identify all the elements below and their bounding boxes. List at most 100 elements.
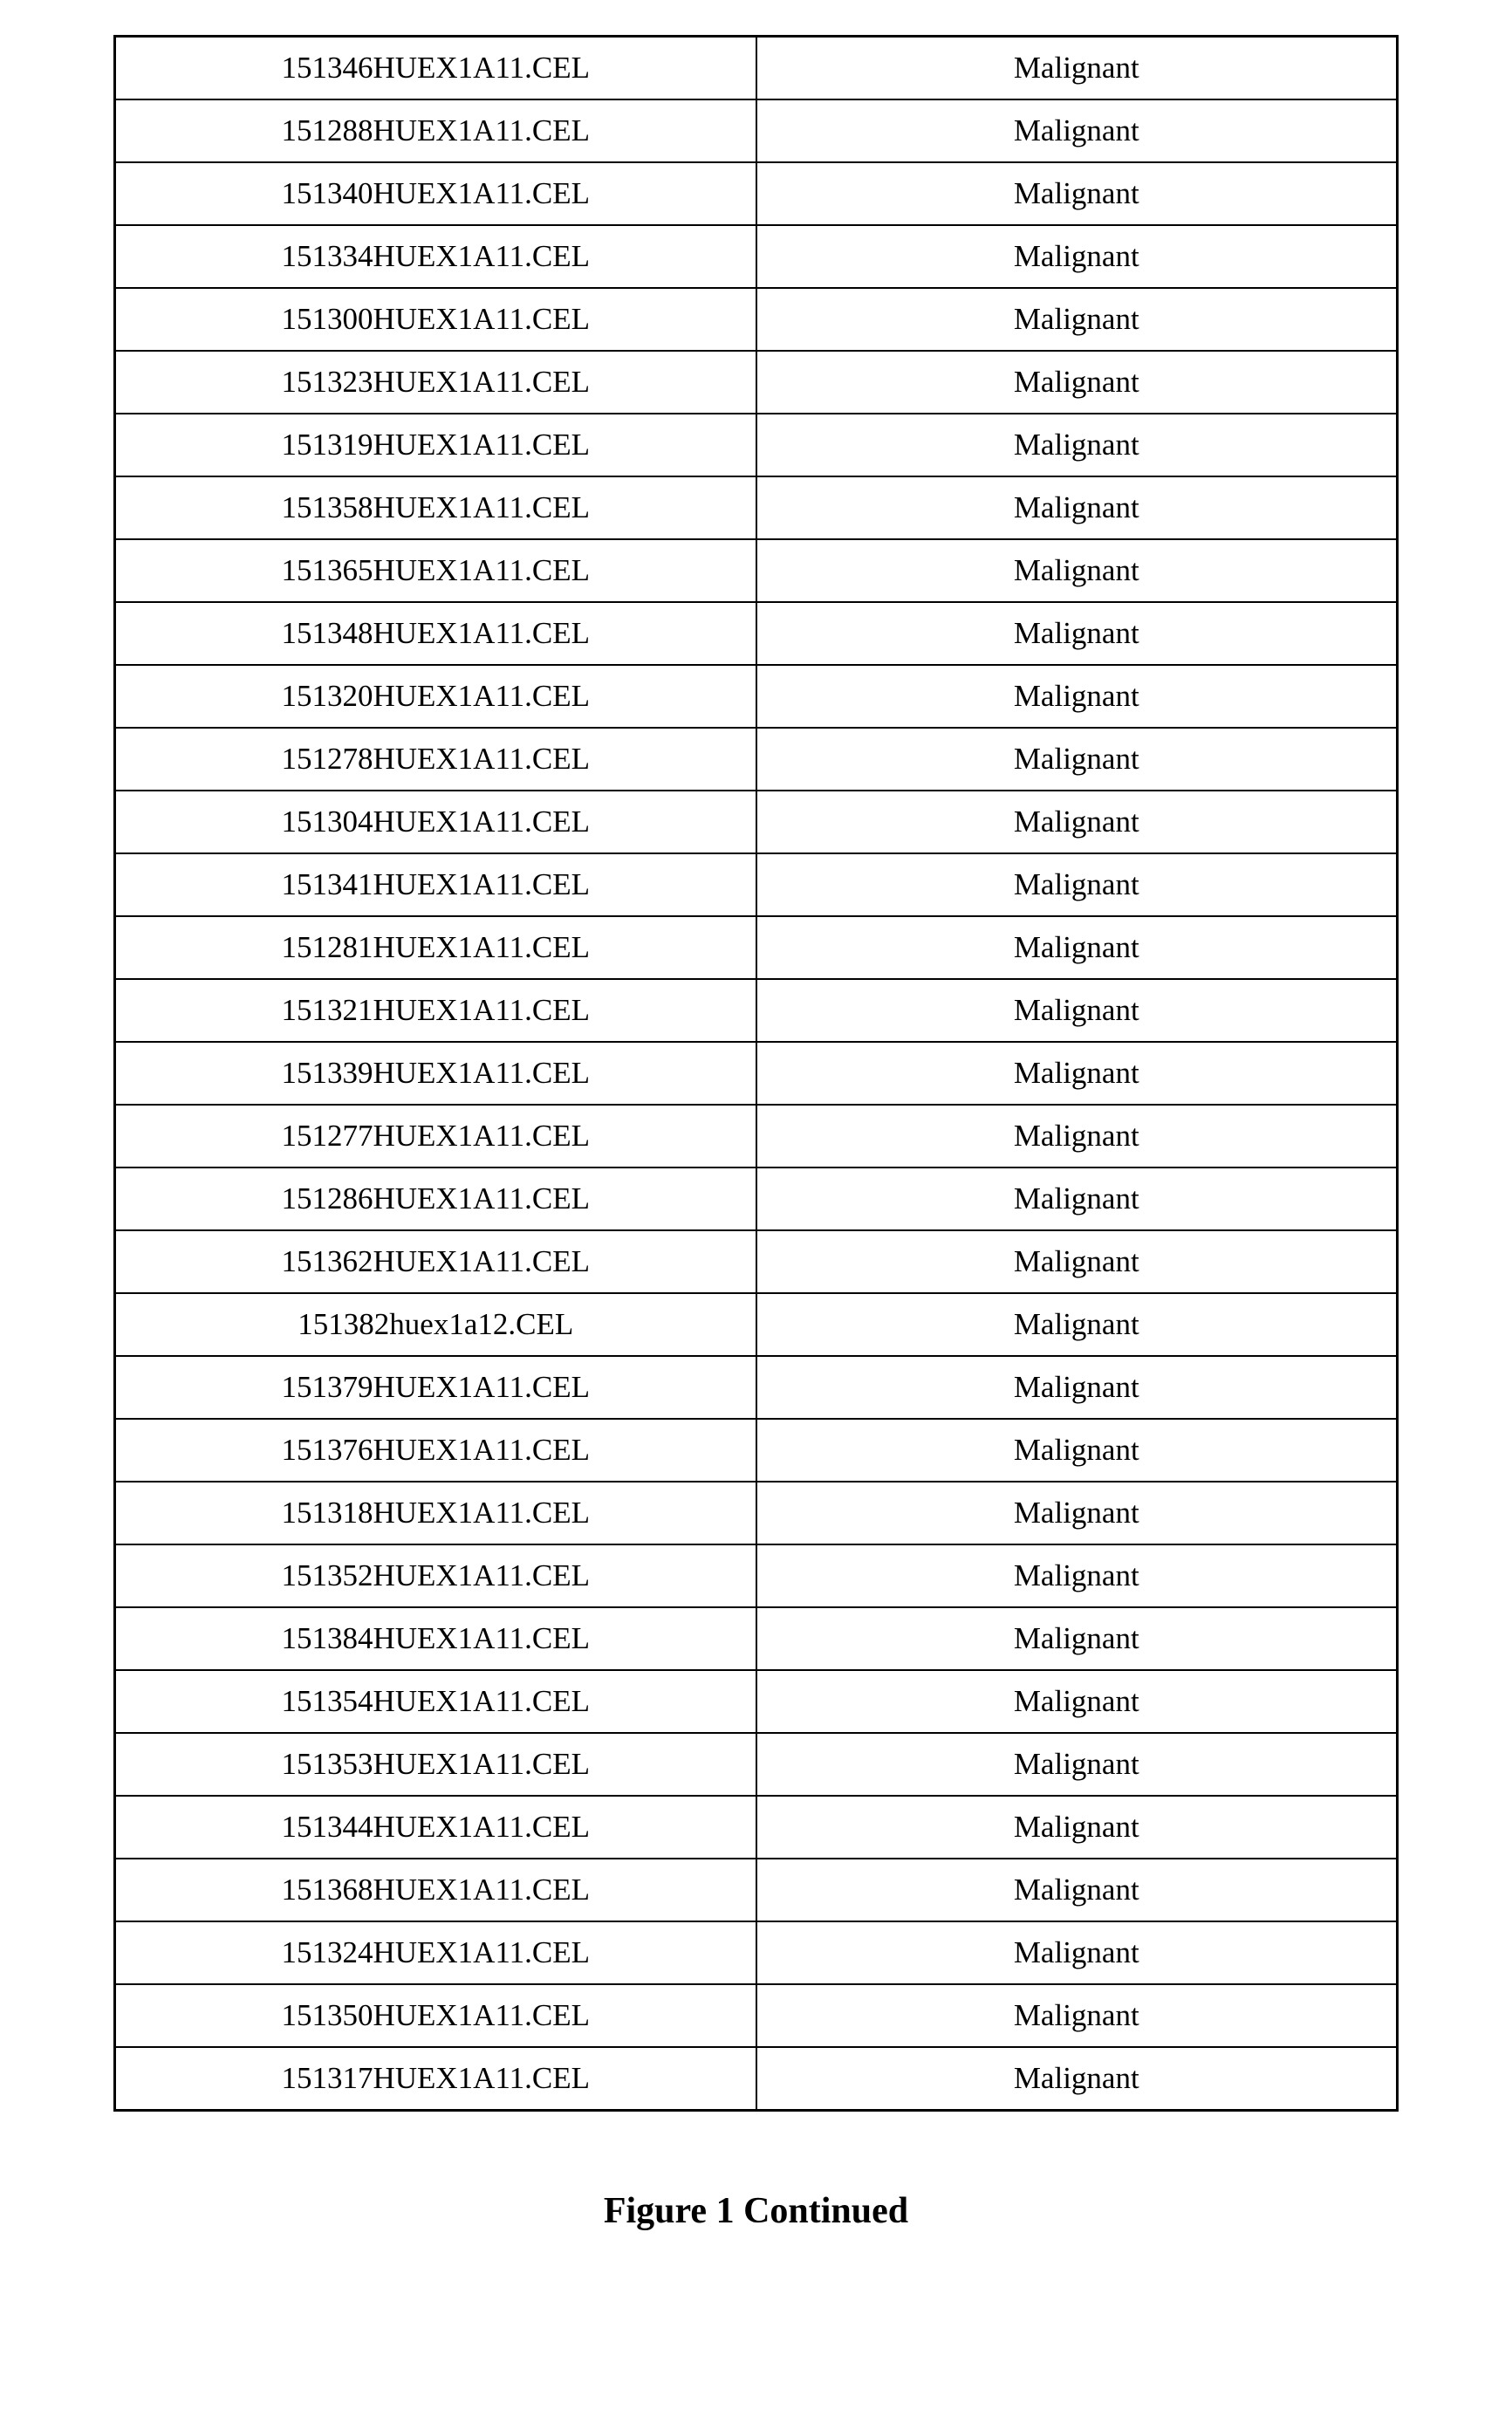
table-row: 151341HUEX1A11.CELMalignant — [115, 853, 1398, 916]
classification-cell: Malignant — [756, 351, 1398, 414]
filename-cell: 151341HUEX1A11.CEL — [115, 853, 756, 916]
table-row: 151317HUEX1A11.CELMalignant — [115, 2047, 1398, 2111]
classification-cell: Malignant — [756, 1544, 1398, 1607]
filename-cell: 151300HUEX1A11.CEL — [115, 288, 756, 351]
table-row: 151344HUEX1A11.CELMalignant — [115, 1796, 1398, 1859]
filename-cell: 151339HUEX1A11.CEL — [115, 1042, 756, 1105]
table-row: 151281HUEX1A11.CELMalignant — [115, 916, 1398, 979]
filename-cell: 151319HUEX1A11.CEL — [115, 414, 756, 476]
classification-cell: Malignant — [756, 665, 1398, 728]
classification-cell: Malignant — [756, 1921, 1398, 1984]
data-table: 151346HUEX1A11.CELMalignant151288HUEX1A1… — [113, 35, 1399, 2112]
filename-cell: 151304HUEX1A11.CEL — [115, 791, 756, 853]
filename-cell: 151365HUEX1A11.CEL — [115, 539, 756, 602]
classification-cell: Malignant — [756, 1356, 1398, 1419]
filename-cell: 151334HUEX1A11.CEL — [115, 225, 756, 288]
filename-cell: 151286HUEX1A11.CEL — [115, 1167, 756, 1230]
page-container: 151346HUEX1A11.CELMalignant151288HUEX1A1… — [0, 0, 1512, 2232]
table-row: 151278HUEX1A11.CELMalignant — [115, 728, 1398, 791]
table-row: 151379HUEX1A11.CELMalignant — [115, 1356, 1398, 1419]
classification-cell: Malignant — [756, 1796, 1398, 1859]
table-row: 151324HUEX1A11.CELMalignant — [115, 1921, 1398, 1984]
classification-cell: Malignant — [756, 2047, 1398, 2111]
classification-cell: Malignant — [756, 728, 1398, 791]
filename-cell: 151288HUEX1A11.CEL — [115, 99, 756, 162]
table-row: 151352HUEX1A11.CELMalignant — [115, 1544, 1398, 1607]
classification-cell: Malignant — [756, 476, 1398, 539]
filename-cell: 151346HUEX1A11.CEL — [115, 37, 756, 100]
classification-cell: Malignant — [756, 791, 1398, 853]
table-row: 151277HUEX1A11.CELMalignant — [115, 1105, 1398, 1167]
filename-cell: 151277HUEX1A11.CEL — [115, 1105, 756, 1167]
table-row: 151368HUEX1A11.CELMalignant — [115, 1859, 1398, 1921]
classification-cell: Malignant — [756, 1105, 1398, 1167]
filename-cell: 151376HUEX1A11.CEL — [115, 1419, 756, 1482]
table-row: 151346HUEX1A11.CELMalignant — [115, 37, 1398, 100]
classification-cell: Malignant — [756, 1733, 1398, 1796]
table-row: 151358HUEX1A11.CELMalignant — [115, 476, 1398, 539]
filename-cell: 151340HUEX1A11.CEL — [115, 162, 756, 225]
filename-cell: 151352HUEX1A11.CEL — [115, 1544, 756, 1607]
filename-cell: 151324HUEX1A11.CEL — [115, 1921, 756, 1984]
filename-cell: 151317HUEX1A11.CEL — [115, 2047, 756, 2111]
classification-cell: Malignant — [756, 99, 1398, 162]
classification-cell: Malignant — [756, 1984, 1398, 2047]
table-row: 151382huex1a12.CELMalignant — [115, 1293, 1398, 1356]
table-row: 151300HUEX1A11.CELMalignant — [115, 288, 1398, 351]
filename-cell: 151323HUEX1A11.CEL — [115, 351, 756, 414]
classification-cell: Malignant — [756, 1419, 1398, 1482]
filename-cell: 151344HUEX1A11.CEL — [115, 1796, 756, 1859]
table-body: 151346HUEX1A11.CELMalignant151288HUEX1A1… — [115, 37, 1398, 2111]
table-row: 151304HUEX1A11.CELMalignant — [115, 791, 1398, 853]
table-row: 151350HUEX1A11.CELMalignant — [115, 1984, 1398, 2047]
classification-cell: Malignant — [756, 288, 1398, 351]
classification-cell: Malignant — [756, 1859, 1398, 1921]
table-row: 151353HUEX1A11.CELMalignant — [115, 1733, 1398, 1796]
filename-cell: 151321HUEX1A11.CEL — [115, 979, 756, 1042]
filename-cell: 151362HUEX1A11.CEL — [115, 1230, 756, 1293]
table-row: 151321HUEX1A11.CELMalignant — [115, 979, 1398, 1042]
filename-cell: 151354HUEX1A11.CEL — [115, 1670, 756, 1733]
table-row: 151340HUEX1A11.CELMalignant — [115, 162, 1398, 225]
filename-cell: 151278HUEX1A11.CEL — [115, 728, 756, 791]
table-row: 151318HUEX1A11.CELMalignant — [115, 1482, 1398, 1544]
filename-cell: 151353HUEX1A11.CEL — [115, 1733, 756, 1796]
classification-cell: Malignant — [756, 979, 1398, 1042]
filename-cell: 151320HUEX1A11.CEL — [115, 665, 756, 728]
table-row: 151376HUEX1A11.CELMalignant — [115, 1419, 1398, 1482]
table-row: 151365HUEX1A11.CELMalignant — [115, 539, 1398, 602]
filename-cell: 151382huex1a12.CEL — [115, 1293, 756, 1356]
table-row: 151319HUEX1A11.CELMalignant — [115, 414, 1398, 476]
classification-cell: Malignant — [756, 916, 1398, 979]
table-row: 151288HUEX1A11.CELMalignant — [115, 99, 1398, 162]
filename-cell: 151350HUEX1A11.CEL — [115, 1984, 756, 2047]
filename-cell: 151281HUEX1A11.CEL — [115, 916, 756, 979]
filename-cell: 151318HUEX1A11.CEL — [115, 1482, 756, 1544]
classification-cell: Malignant — [756, 225, 1398, 288]
filename-cell: 151358HUEX1A11.CEL — [115, 476, 756, 539]
classification-cell: Malignant — [756, 1230, 1398, 1293]
table-row: 151354HUEX1A11.CELMalignant — [115, 1670, 1398, 1733]
classification-cell: Malignant — [756, 539, 1398, 602]
classification-cell: Malignant — [756, 1293, 1398, 1356]
classification-cell: Malignant — [756, 853, 1398, 916]
filename-cell: 151368HUEX1A11.CEL — [115, 1859, 756, 1921]
classification-cell: Malignant — [756, 1607, 1398, 1670]
classification-cell: Malignant — [756, 1670, 1398, 1733]
table-row: 151339HUEX1A11.CELMalignant — [115, 1042, 1398, 1105]
classification-cell: Malignant — [756, 414, 1398, 476]
table-row: 151334HUEX1A11.CELMalignant — [115, 225, 1398, 288]
table-row: 151286HUEX1A11.CELMalignant — [115, 1167, 1398, 1230]
classification-cell: Malignant — [756, 602, 1398, 665]
classification-cell: Malignant — [756, 1042, 1398, 1105]
filename-cell: 151379HUEX1A11.CEL — [115, 1356, 756, 1419]
table-row: 151384HUEX1A11.CELMalignant — [115, 1607, 1398, 1670]
classification-cell: Malignant — [756, 1482, 1398, 1544]
classification-cell: Malignant — [756, 1167, 1398, 1230]
filename-cell: 151348HUEX1A11.CEL — [115, 602, 756, 665]
filename-cell: 151384HUEX1A11.CEL — [115, 1607, 756, 1670]
table-row: 151362HUEX1A11.CELMalignant — [115, 1230, 1398, 1293]
table-row: 151348HUEX1A11.CELMalignant — [115, 602, 1398, 665]
table-row: 151323HUEX1A11.CELMalignant — [115, 351, 1398, 414]
classification-cell: Malignant — [756, 37, 1398, 100]
